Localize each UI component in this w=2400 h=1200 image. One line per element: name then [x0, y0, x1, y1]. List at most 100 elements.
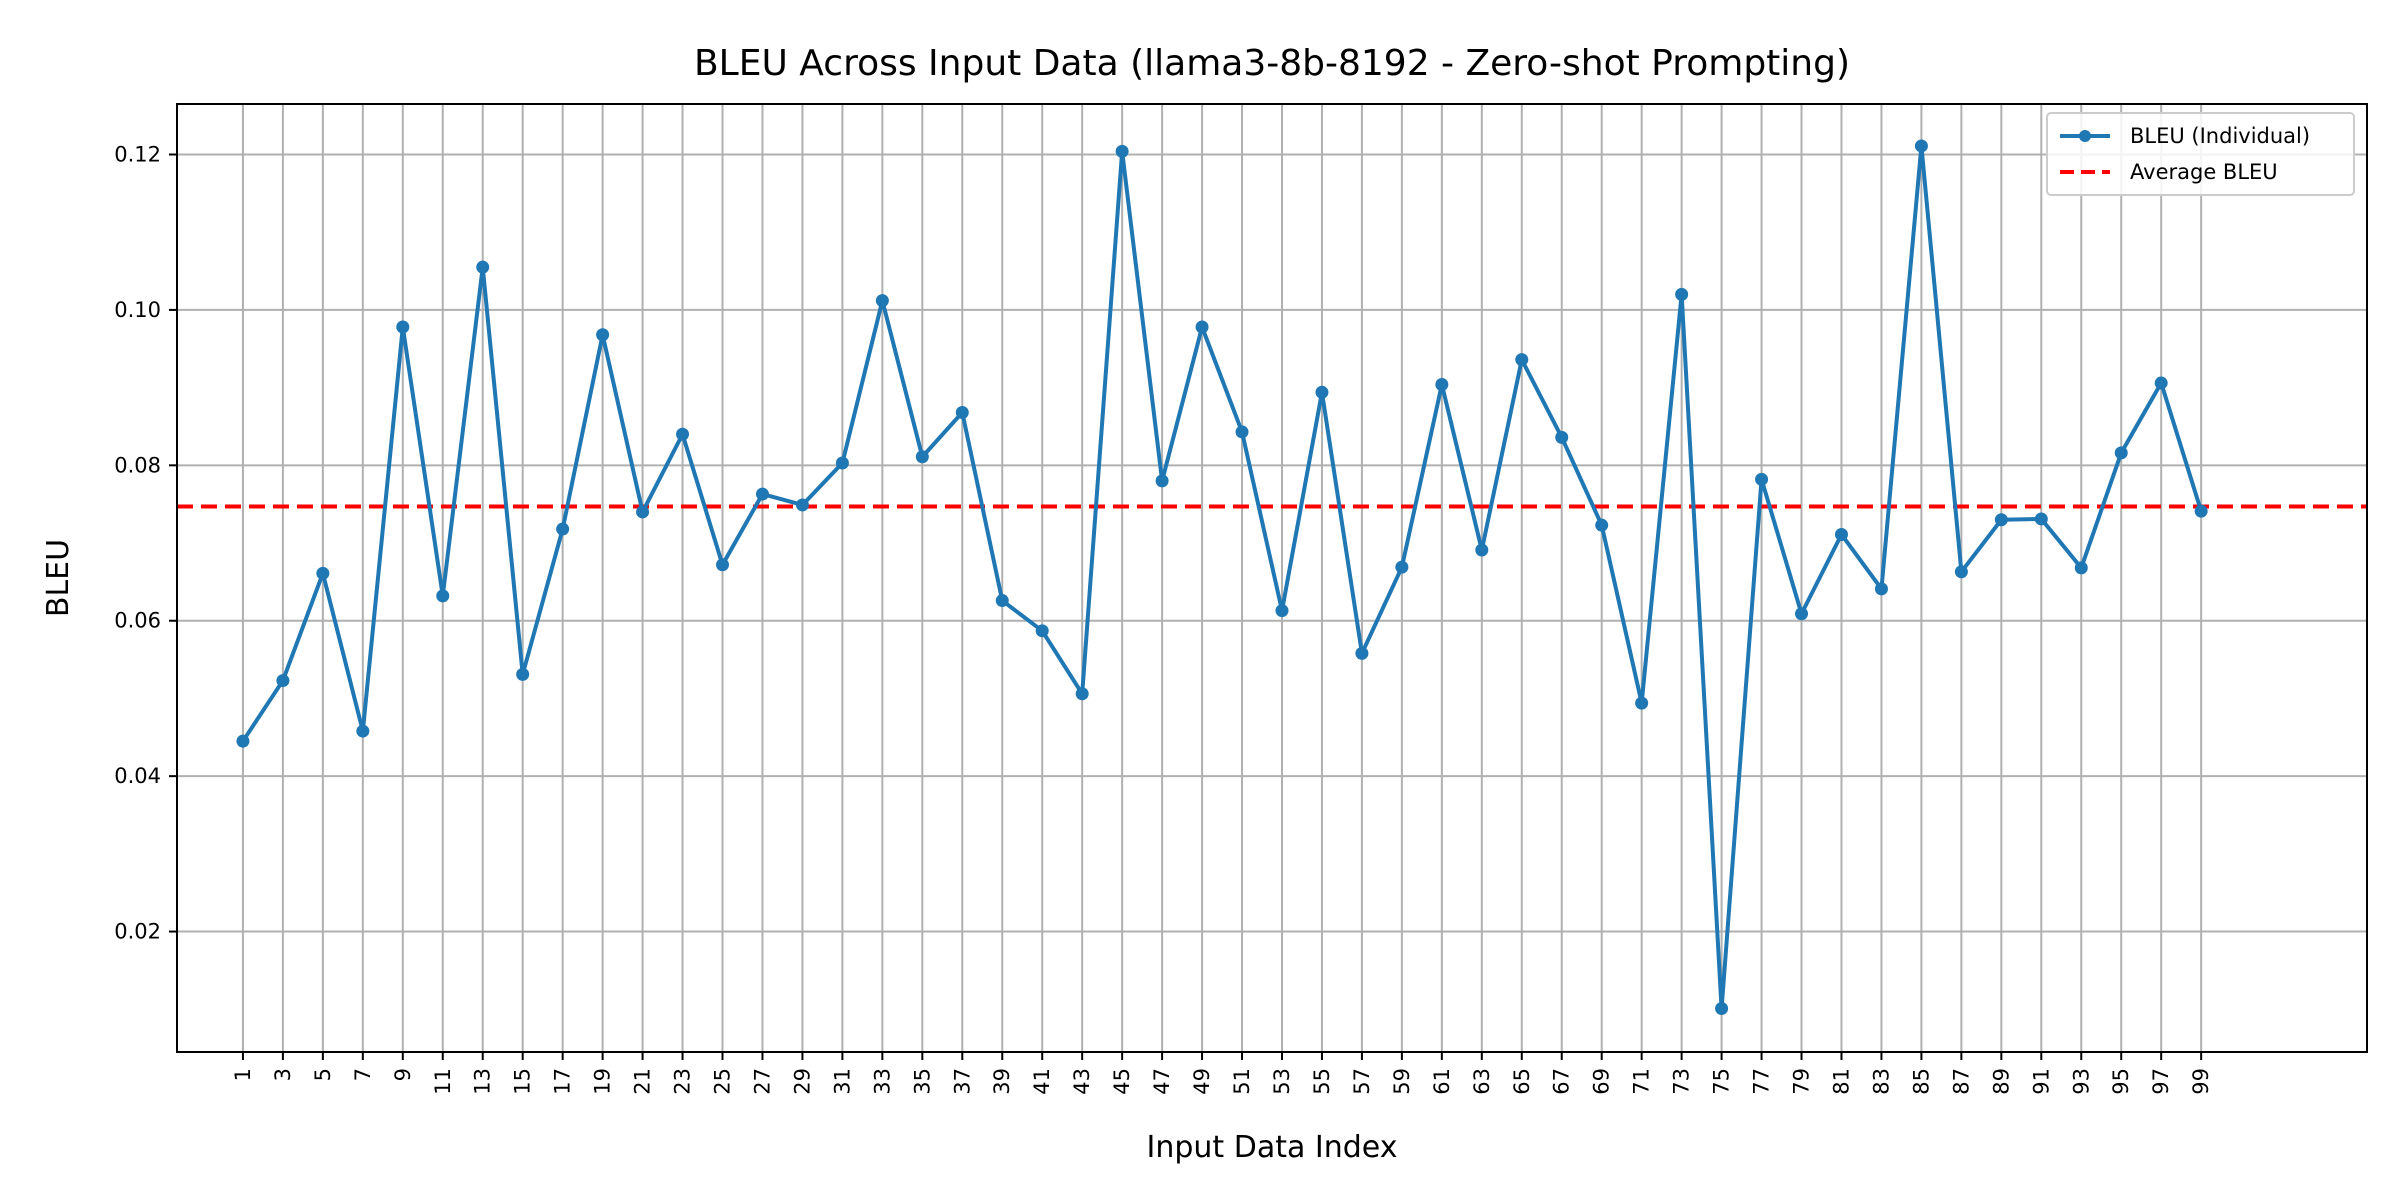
y-tick-label: 0.06: [114, 609, 161, 633]
bleu-data-point: [835, 456, 849, 470]
bleu-data-point: [1435, 378, 1449, 392]
bleu-data-point: [516, 667, 530, 681]
x-tick-label: 83: [1869, 1068, 1893, 1095]
x-tick-label: 93: [2069, 1068, 2093, 1095]
bleu-data-point: [1515, 353, 1529, 367]
x-tick-label: 85: [1909, 1068, 1933, 1095]
x-tick-label: 73: [1670, 1068, 1694, 1095]
x-tick-label: 79: [1790, 1068, 1814, 1095]
bleu-data-point: [1075, 687, 1089, 701]
x-tick-label: 51: [1230, 1068, 1254, 1095]
bleu-data-point: [2194, 504, 2208, 518]
x-axis-label: Input Data Index: [1147, 1130, 1398, 1165]
x-tick-label: 87: [1949, 1068, 1973, 1095]
bleu-data-point: [1874, 582, 1888, 596]
y-tick-label: 0.08: [114, 453, 161, 477]
bleu-data-point: [1595, 518, 1609, 532]
bleu-individual-series-line: [241, 143, 2204, 1011]
series-layer: [236, 139, 2208, 1015]
x-tick-label: 95: [2109, 1068, 2133, 1095]
x-tick-label: 53: [1270, 1068, 1294, 1095]
x-tick-label: 77: [1750, 1068, 1774, 1095]
x-tick-label: 39: [990, 1068, 1014, 1095]
bleu-data-point: [1675, 287, 1689, 301]
bleu-data-point: [1994, 513, 2008, 527]
bleu-data-point: [1275, 604, 1289, 618]
bleu-data-point: [1355, 646, 1369, 660]
bleu-data-point: [436, 589, 450, 603]
bleu-data-point: [1195, 320, 1209, 334]
bleu-data-point: [875, 294, 889, 308]
x-tick-label: 71: [1630, 1068, 1654, 1095]
bleu-data-point: [1395, 560, 1409, 574]
bleu-data-point: [1795, 607, 1809, 621]
grid-lines: [177, 104, 2367, 1052]
x-tick-label: 23: [671, 1068, 695, 1095]
x-tick-label: 25: [711, 1068, 735, 1095]
x-tick-label: 63: [1470, 1068, 1494, 1095]
x-tick-label: 59: [1390, 1068, 1414, 1095]
bleu-data-point: [795, 498, 809, 512]
bleu-data-point: [2034, 512, 2048, 526]
x-tick-label: 67: [1550, 1068, 1574, 1095]
x-tick-label: 65: [1510, 1068, 1534, 1095]
bleu-data-point: [1914, 139, 1928, 153]
y-axis-label: BLEU: [41, 539, 76, 617]
bleu-data-point: [716, 558, 730, 572]
x-tick-label: 43: [1070, 1068, 1094, 1095]
legend-label-bleu-individual: BLEU (Individual): [2130, 124, 2310, 148]
x-tick-label: 19: [591, 1068, 615, 1095]
bleu-data-point: [556, 522, 570, 536]
x-tick-label: 17: [551, 1068, 575, 1095]
x-tick-label: 13: [471, 1068, 495, 1095]
x-tick-label: 11: [431, 1068, 455, 1095]
x-tick-label: 61: [1430, 1068, 1454, 1095]
x-tick-label: 3: [271, 1068, 295, 1081]
x-tick-label: 97: [2149, 1068, 2173, 1095]
x-tick-label: 1: [231, 1068, 255, 1081]
x-tick-label: 33: [870, 1068, 894, 1095]
bleu-data-point: [396, 320, 410, 334]
bleu-data-point: [1715, 1001, 1729, 1015]
bleu-data-point: [1555, 430, 1569, 444]
x-tick-label: 31: [830, 1068, 854, 1095]
legend-box: [2046, 112, 2355, 196]
x-tick-label: 7: [351, 1068, 375, 1081]
x-tick-label: 41: [1030, 1068, 1054, 1095]
x-tick-label: 55: [1310, 1068, 1334, 1095]
legend: BLEU (Individual) Average BLEU: [2046, 112, 2355, 196]
bleu-data-point: [1755, 472, 1769, 486]
x-tick-label: 47: [1150, 1068, 1174, 1095]
y-tick-label: 0.02: [114, 920, 161, 944]
bleu-data-point: [276, 674, 290, 688]
x-tick-label: 75: [1710, 1068, 1734, 1095]
bleu-data-point: [2114, 446, 2128, 460]
bleu-data-point: [1635, 696, 1649, 710]
bleu-data-point: [676, 427, 690, 441]
bleu-data-point: [1235, 425, 1249, 439]
bleu-data-point: [955, 405, 969, 419]
bleu-data-point: [2074, 561, 2088, 575]
y-tick-label: 0.04: [114, 764, 161, 788]
bleu-data-point: [476, 260, 490, 274]
bleu-data-point: [636, 505, 650, 519]
x-tick-label: 69: [1590, 1068, 1614, 1095]
bleu-data-point: [1475, 543, 1489, 557]
legend-label-average-bleu: Average BLEU: [2130, 160, 2278, 184]
x-tick-label: 5: [311, 1068, 335, 1081]
bleu-data-point: [755, 487, 769, 501]
x-tick-label: 49: [1190, 1068, 1214, 1095]
y-tick-label: 0.12: [114, 143, 161, 167]
legend-marker-bleu-individual: [2079, 130, 2091, 142]
bleu-data-point: [1834, 527, 1848, 541]
x-tick-label: 29: [790, 1068, 814, 1095]
bleu-data-point: [356, 724, 370, 738]
x-tick-label: 57: [1350, 1068, 1374, 1095]
x-tick-label: 89: [1989, 1068, 2013, 1095]
y-tick-label: 0.10: [114, 298, 161, 322]
chart-title: BLEU Across Input Data (llama3-8b-8192 -…: [694, 43, 1850, 84]
bleu-data-point: [596, 328, 610, 342]
bleu-data-point: [236, 734, 250, 748]
x-tick-label: 81: [1829, 1068, 1853, 1095]
